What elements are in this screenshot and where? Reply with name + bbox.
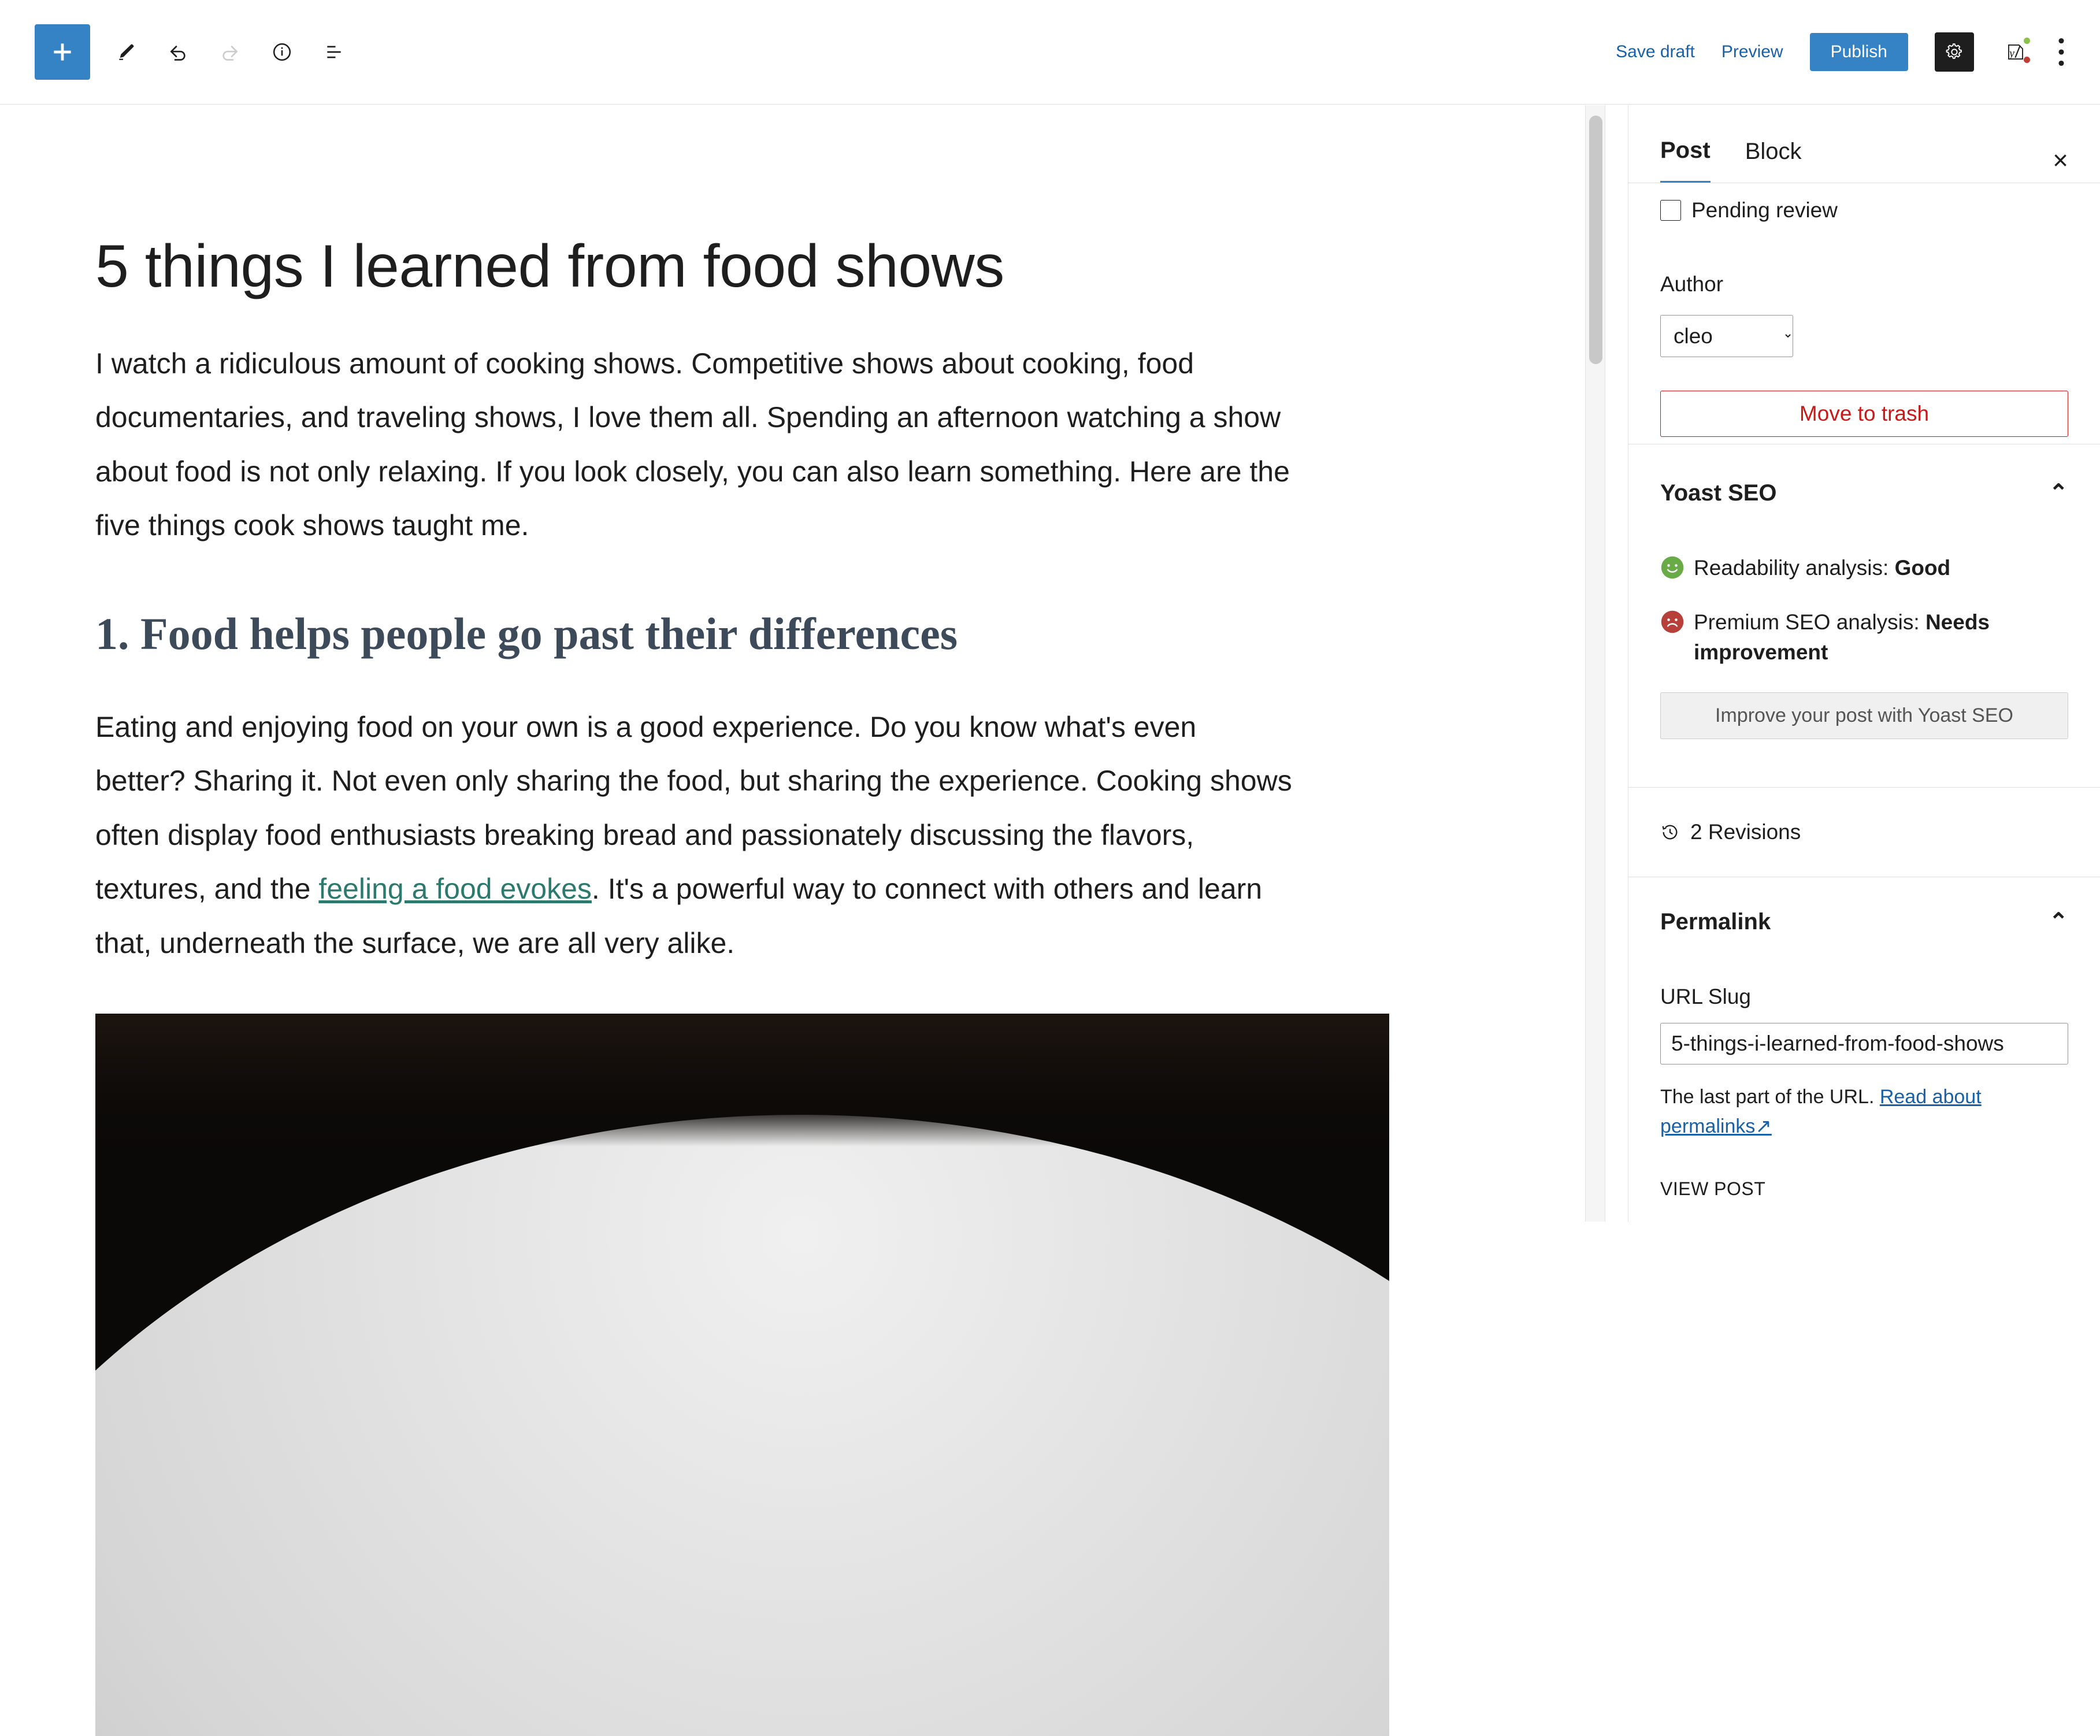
- svg-text:y: y: [2008, 47, 2014, 60]
